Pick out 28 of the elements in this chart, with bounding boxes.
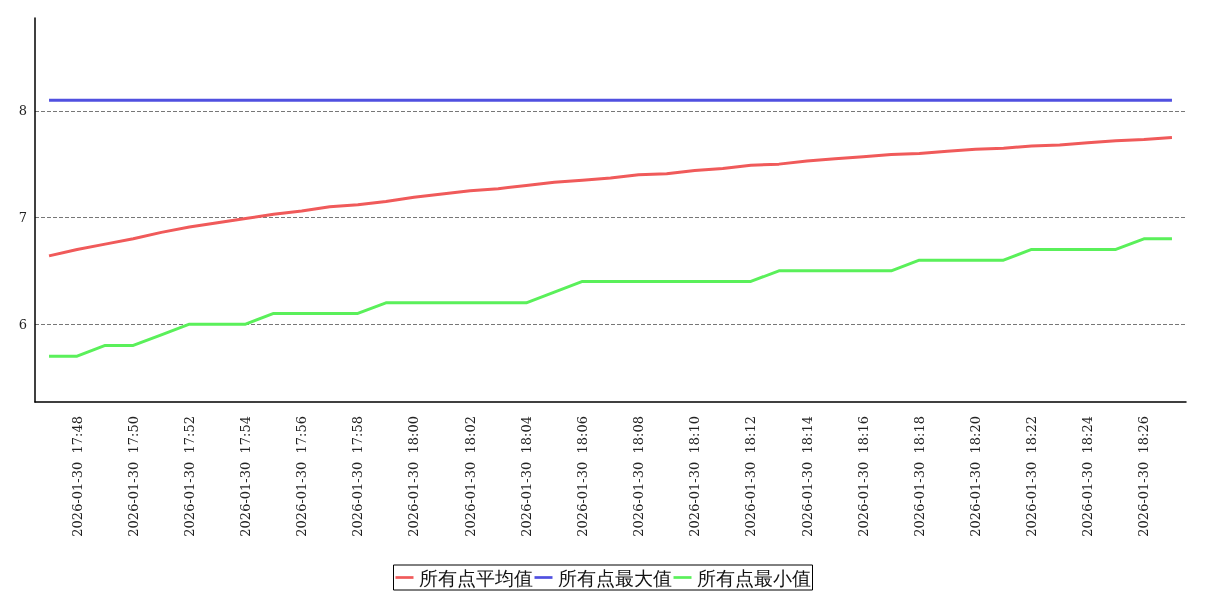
- x-tick-label: 2026-01-30 18:22: [1024, 416, 1040, 537]
- line-series: [47, 135, 1174, 258]
- legend-label: 所有点平均值: [418, 566, 533, 589]
- x-tick-label: 2026-01-30 17:56: [294, 416, 310, 537]
- x-tick-label: 2026-01-30 18:00: [406, 416, 422, 537]
- x-tick-label: 2026-01-30 18:16: [855, 416, 871, 537]
- x-tick-label: 2026-01-30 17:48: [69, 416, 85, 537]
- x-tick-label: 2026-01-30 18:12: [743, 416, 759, 537]
- x-tick-label: 2026-01-30 17:54: [238, 416, 254, 537]
- legend-label: 所有点最小值: [696, 566, 811, 589]
- x-tick-label: 2026-01-30 18:26: [1136, 416, 1152, 537]
- x-tick-label: 2026-01-30 18:14: [799, 416, 815, 537]
- x-tick-label: 2026-01-30 18:06: [574, 416, 590, 537]
- x-tick-label: 2026-01-30 18:04: [518, 416, 534, 537]
- x-tick-label: 2026-01-30 18:24: [1080, 416, 1096, 537]
- x-tick-label: 2026-01-30 18:08: [631, 416, 647, 537]
- y-tick-label: 6: [18, 316, 27, 332]
- x-tick-label: 2026-01-30 18:20: [967, 416, 983, 537]
- y-tick-label: 8: [18, 103, 27, 119]
- y-tick-label: 7: [18, 209, 27, 225]
- x-tick-label: 2026-01-30 17:50: [125, 416, 141, 537]
- x-tick-label: 2026-01-30 17:52: [181, 416, 197, 537]
- x-tick-label: 2026-01-30 17:58: [350, 416, 366, 537]
- x-tick-label: 2026-01-30 18:10: [687, 416, 703, 537]
- line-series: [47, 237, 1174, 358]
- x-tick-label: 2026-01-30 18:02: [462, 416, 478, 537]
- x-tick-label: 2026-01-30 18:18: [911, 416, 927, 537]
- legend-label: 所有点最大值: [557, 566, 672, 589]
